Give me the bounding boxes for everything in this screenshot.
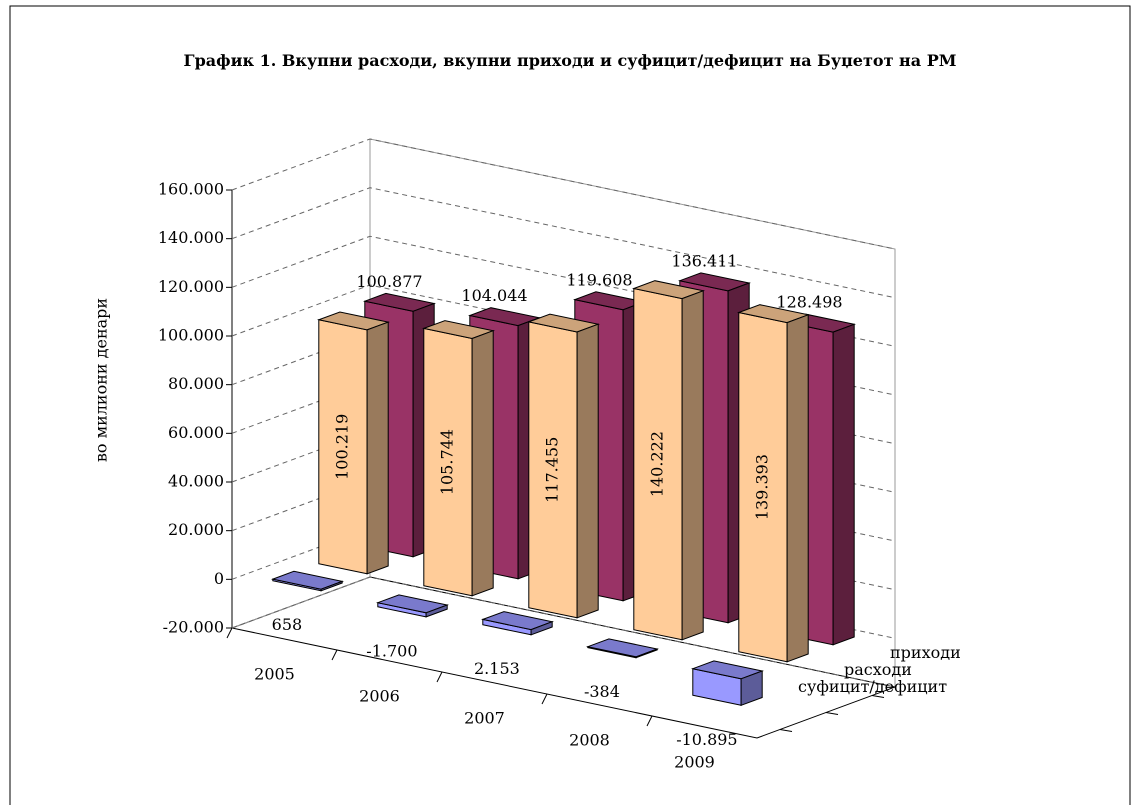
x-tick bbox=[436, 671, 443, 683]
bar-side bbox=[366, 321, 389, 575]
bar bbox=[421, 320, 496, 597]
y-tick-label: 120.000 bbox=[158, 277, 224, 296]
data-label: -384 bbox=[584, 682, 620, 701]
data-label: 658 bbox=[272, 615, 303, 634]
data-label: 105.744 bbox=[437, 429, 456, 495]
data-label: 104.044 bbox=[461, 286, 527, 305]
data-label: -1.700 bbox=[366, 641, 417, 660]
x-tick bbox=[541, 693, 548, 705]
y-tick-label: 160.000 bbox=[158, 180, 224, 199]
y-axis-label: во милиони денари bbox=[92, 298, 111, 462]
data-label: 117.455 bbox=[542, 437, 561, 503]
bar-side bbox=[320, 580, 343, 592]
y-tick-label: 40.000 bbox=[168, 472, 224, 491]
bar-side bbox=[786, 314, 809, 663]
bar bbox=[585, 638, 660, 659]
bar-side bbox=[740, 670, 763, 707]
bar-side bbox=[681, 290, 704, 641]
y-tick-label: 100.000 bbox=[158, 326, 224, 345]
y-tick-label: 0 bbox=[214, 569, 224, 588]
y-tick-label: 20.000 bbox=[168, 520, 224, 539]
bar bbox=[690, 660, 765, 707]
bar bbox=[270, 570, 345, 592]
grid-line bbox=[231, 187, 896, 299]
bar-side bbox=[425, 604, 448, 618]
data-label: 100.877 bbox=[356, 272, 422, 291]
x-tick-label: 2005 bbox=[254, 665, 295, 684]
bar bbox=[481, 611, 554, 636]
depth-label: приходи bbox=[890, 643, 961, 662]
bar bbox=[736, 304, 811, 663]
bar bbox=[631, 280, 706, 641]
data-label: 139.393 bbox=[752, 454, 771, 520]
data-label: 2.153 bbox=[474, 659, 520, 678]
data-label: 136.411 bbox=[671, 251, 737, 270]
depth-tick bbox=[871, 695, 885, 698]
bar bbox=[526, 313, 601, 619]
x-tick-label: 2007 bbox=[464, 709, 505, 728]
bar bbox=[375, 594, 450, 618]
data-label: 119.608 bbox=[566, 270, 632, 289]
bar-side bbox=[530, 620, 553, 636]
bar bbox=[316, 311, 391, 575]
x-tick bbox=[226, 627, 233, 639]
bar-side bbox=[576, 323, 599, 619]
data-label: 100.219 bbox=[332, 414, 351, 480]
depth-tick bbox=[779, 729, 793, 732]
y-tick-label: 140.000 bbox=[158, 228, 224, 247]
x-tick-label: 2008 bbox=[569, 731, 610, 750]
y-tick-label: -20.000 bbox=[163, 618, 224, 637]
x-tick-label: 2006 bbox=[359, 687, 400, 706]
grid-line bbox=[231, 138, 896, 250]
y-tick-label: 80.000 bbox=[168, 374, 224, 393]
data-label: 140.222 bbox=[647, 431, 666, 497]
y-tick-label: 60.000 bbox=[168, 423, 224, 442]
x-tick bbox=[646, 715, 653, 727]
depth-label: суфицит/дефицит bbox=[798, 677, 947, 696]
chart-title: График 1. Вкупни расходи, вкупни приходи… bbox=[183, 51, 957, 70]
bar-side bbox=[471, 329, 494, 597]
grid-line bbox=[231, 576, 896, 688]
data-label: 128.498 bbox=[776, 293, 842, 312]
bar-side bbox=[832, 323, 855, 646]
bar-side bbox=[635, 648, 658, 659]
chart-frame bbox=[9, 5, 1131, 805]
x-tick bbox=[331, 649, 338, 661]
depth-tick bbox=[825, 712, 839, 715]
depth-label: расходи bbox=[844, 660, 912, 679]
x-tick-label: 2009 bbox=[674, 753, 715, 772]
data-label: -10.895 bbox=[676, 730, 737, 749]
